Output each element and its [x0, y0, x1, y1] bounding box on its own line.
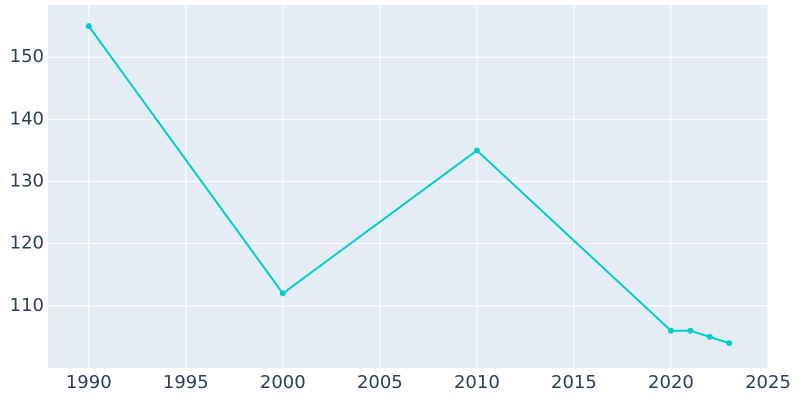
y-tick-label: 120	[10, 233, 44, 254]
x-tick-label: 1990	[66, 372, 112, 393]
point	[726, 340, 733, 347]
point	[85, 23, 92, 30]
y-tick-label: 150	[10, 46, 44, 67]
x-tick-label: 2020	[648, 372, 694, 393]
x-tick-label: 1995	[163, 372, 209, 393]
x-tick-label: 2025	[745, 372, 791, 393]
x-tick-label: 2015	[551, 372, 597, 393]
point	[667, 327, 674, 334]
x-tick-label: 2000	[260, 372, 306, 393]
x-tick-label: 2010	[454, 372, 500, 393]
y-tick-label: 130	[10, 171, 44, 192]
point	[706, 333, 713, 340]
plot-area	[48, 5, 768, 368]
y-tick-label: 140	[10, 108, 44, 129]
point	[687, 327, 694, 334]
y-tick-label: 110	[10, 295, 44, 316]
x-tick-label: 2005	[357, 372, 403, 393]
point	[473, 147, 480, 154]
point	[279, 290, 286, 297]
